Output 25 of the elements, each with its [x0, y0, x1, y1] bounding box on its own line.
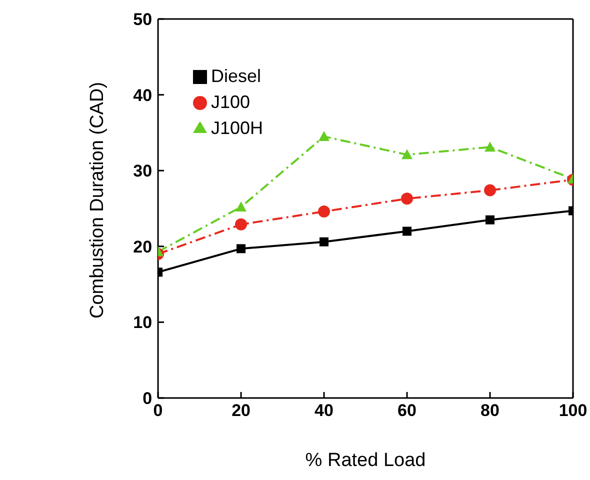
x-tick-label: 60: [398, 401, 416, 420]
y-tick-label: 0: [142, 389, 152, 408]
point: [402, 149, 413, 160]
y-tick-label: 40: [133, 86, 152, 105]
point: [235, 218, 248, 230]
point: [401, 192, 414, 205]
y-tick-label: 50: [133, 10, 152, 30]
y-axis-title: Combustion Duration (CAD): [86, 82, 108, 318]
point: [236, 201, 247, 212]
y-tick-label: 10: [133, 313, 152, 332]
legend-label: Diesel: [211, 66, 262, 86]
point: [318, 130, 330, 141]
x-tick-label: 20: [232, 401, 250, 420]
legend-label: J100: [211, 92, 250, 112]
x-tick-label: 100: [558, 401, 588, 420]
point: [318, 206, 330, 218]
legend-label: J100H: [211, 118, 264, 138]
x-tick-label: 80: [480, 401, 500, 420]
point: [236, 244, 246, 254]
point: [402, 226, 412, 236]
x-tick-label: 40: [314, 401, 334, 420]
y-tick-label: 20: [133, 237, 152, 256]
x-axis-title: % Rated Load: [305, 450, 426, 471]
point: [320, 237, 329, 246]
y-tick-label: 30: [133, 162, 152, 181]
